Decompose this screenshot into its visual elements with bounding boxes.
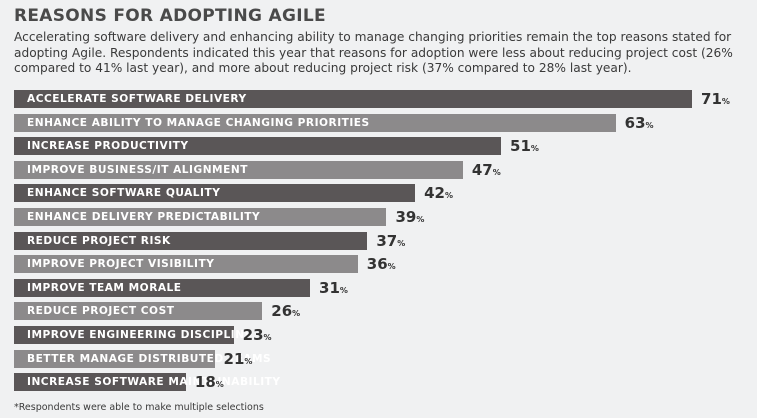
bar: ENHANCE DELIVERY PREDICTABILITY [14, 208, 387, 226]
bar: INCREASE PRODUCTIVITY [14, 137, 502, 156]
bar-label: IMPROVE PROJECT VISIBILITY [27, 258, 215, 271]
data-label-unit: % [444, 191, 453, 201]
data-label-unit: % [215, 380, 224, 390]
data-label: 36% [367, 255, 396, 276]
data-label: 26% [271, 302, 300, 323]
data-label-value: 63 [624, 113, 646, 132]
data-label: 51% [510, 137, 539, 158]
data-label-value: 23 [242, 326, 264, 344]
bar-label: ENHANCE ABILITY TO MANAGE CHANGING PRIOR… [27, 116, 370, 129]
bar-label: REDUCE PROJECT COST [27, 305, 175, 318]
bar: REDUCE PROJECT RISK [14, 231, 368, 250]
data-label: 23% [243, 326, 272, 347]
bar: IMPROVE PROJECT VISIBILITY [14, 255, 358, 274]
data-label-value: 37 [376, 231, 398, 250]
data-label-value: 51 [510, 137, 531, 156]
bar-label: IMPROVE ENGINEERING DISCIPLINE [27, 329, 253, 341]
data-label-value: 39 [395, 208, 417, 226]
data-label-unit: % [339, 285, 348, 295]
chart-title: REASONS FOR ADOPTING AGILE [14, 6, 326, 26]
data-label: 47% [472, 161, 501, 182]
bar: ACCELERATE SOFTWARE DELIVERY [14, 90, 693, 108]
data-label-value: 18 [194, 373, 216, 392]
bar: REDUCE PROJECT COST [14, 302, 263, 321]
bar-label: ENHANCE SOFTWARE QUALITY [27, 187, 221, 200]
bar-label: REDUCE PROJECT RISK [27, 234, 171, 247]
data-label-unit: % [416, 215, 425, 224]
data-label-value: 21 [223, 349, 245, 368]
footnote: *Respondents were able to make multiple … [14, 402, 264, 413]
data-label-unit: % [244, 356, 253, 366]
data-label-unit: % [530, 144, 539, 154]
data-label-value: 47 [471, 160, 493, 179]
bar-label: ENHANCE DELIVERY PREDICTABILITY [27, 211, 261, 223]
bar: IMPROVE TEAM MORALE [14, 278, 311, 297]
bar-label: BETTER MANAGE DISTRIBUTED TEAMS [27, 352, 272, 365]
data-label-value: 71 [701, 90, 722, 108]
data-label: 42% [424, 184, 453, 205]
bar-label: INCREASE SOFTWARE MAINTAINABILITY [27, 376, 281, 389]
data-label-value: 42 [424, 184, 445, 203]
data-label: 37% [376, 232, 405, 253]
data-label: 63% [625, 114, 654, 135]
chart-description: Accelerating software delivery and enhan… [14, 30, 733, 75]
data-label-unit: % [263, 333, 272, 342]
data-label: 31% [319, 279, 348, 300]
bar: ENHANCE ABILITY TO MANAGE CHANGING PRIOR… [14, 113, 616, 132]
bar: ENHANCE SOFTWARE QUALITY [14, 184, 416, 203]
data-label-unit: % [387, 262, 396, 272]
bar-label: ACCELERATE SOFTWARE DELIVERY [27, 93, 247, 105]
bar: INCREASE SOFTWARE MAINTAINABILITY [14, 373, 280, 392]
data-label: 18% [195, 373, 224, 394]
data-label-value: 31 [319, 278, 340, 297]
bar: IMPROVE BUSINESS/IT ALIGNMENT [14, 160, 463, 179]
data-label: 21% [224, 350, 253, 371]
bar-label: INCREASE PRODUCTIVITY [27, 140, 189, 153]
bar-chart: ACCELERATE SOFTWARE DELIVERY 71% ENHANCE A… [14, 90, 749, 394]
data-label-unit: % [721, 97, 730, 106]
data-label-unit: % [492, 167, 501, 177]
bar-label: IMPROVE BUSINESS/IT ALIGNMENT [27, 163, 248, 176]
data-label-value: 26 [271, 302, 293, 321]
bar-label: IMPROVE TEAM MORALE [27, 281, 182, 294]
data-label: 39% [395, 208, 424, 229]
data-label-unit: % [645, 120, 654, 130]
data-label-unit: % [397, 238, 406, 248]
data-label-unit: % [292, 309, 301, 319]
bar: BETTER MANAGE DISTRIBUTED TEAMS [14, 349, 271, 368]
data-label-value: 36 [366, 255, 388, 274]
data-label: 71% [701, 90, 730, 111]
bar: IMPROVE ENGINEERING DISCIPLINE [14, 326, 252, 344]
